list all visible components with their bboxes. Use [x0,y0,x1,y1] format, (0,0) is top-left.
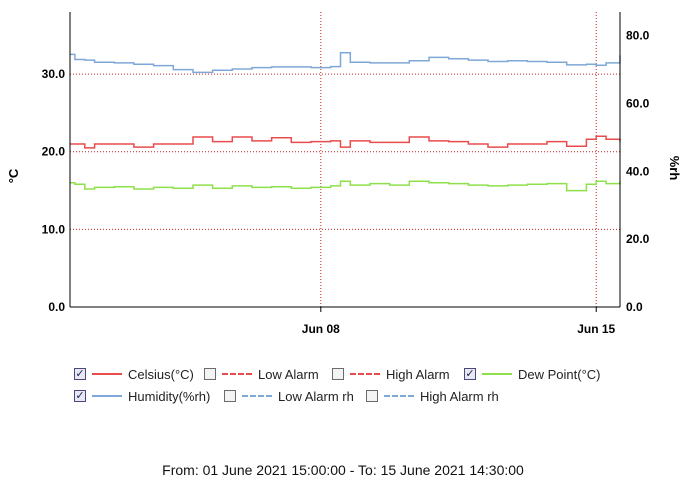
series-line-humidity-rh [70,51,621,74]
date-range-footer: From: 01 June 2021 15:00:00 - To: 15 Jun… [162,462,524,478]
legend-row-1: ✓ Celsius(°C) Low Alarm High Alarm ✓ Dew… [72,364,632,386]
legend-item-high-alarm[interactable]: High Alarm [332,364,450,384]
grid-layer [70,12,620,307]
y-tick-label: 20.0 [42,145,66,159]
series-line-celsius-c [70,135,621,149]
celsius-line-swatch [92,373,122,375]
legend-item-low-alarm-rh[interactable]: Low Alarm rh [224,386,354,406]
legend-item-celsius[interactable]: ✓ Celsius(°C) [74,364,194,384]
y2-axis-title: %rh [667,156,682,181]
check-mark-icon: ✓ [75,368,85,380]
legend-label: High Alarm [386,366,450,382]
check-mark-icon: ✓ [75,390,85,402]
x-tick-label: Jun 15 [577,322,615,336]
check-mark-icon: ✓ [465,368,475,380]
x-tick-label: Jun 08 [302,322,340,336]
humidity-line-swatch [92,395,122,397]
legend-label: Humidity(%rh) [128,388,211,404]
legend-label: High Alarm rh [420,388,499,404]
series-layer [70,51,621,192]
high-alarm-line-swatch [350,373,380,375]
dew-point-line-swatch [482,373,512,375]
y-tick-label: 0.0 [48,300,65,314]
high-alarm-rh-line-swatch [384,395,414,397]
legend-label: Low Alarm rh [278,388,354,404]
celsius-checkbox[interactable]: ✓ [74,368,86,380]
y2-tick-label: 80.0 [626,29,650,43]
dew-point-checkbox[interactable]: ✓ [464,368,476,380]
low-alarm-line-swatch [222,373,252,375]
legend-item-high-alarm-rh[interactable]: High Alarm rh [366,386,499,406]
series-line-dew-point-c [70,180,621,192]
tick-labels: 0.0 10.0 20.0 30.0 0.0 20.0 40.0 60.0 80.0 Jun 08… [42,29,650,336]
legend-item-dew-point[interactable]: ✓ Dew Point(°C) [464,364,601,384]
legend-label: Low Alarm [258,366,319,382]
y2-tick-label: 0.0 [626,300,643,314]
legend-label: Dew Point(°C) [518,366,601,382]
low-alarm-rh-checkbox[interactable] [224,390,236,402]
low-alarm-rh-line-swatch [242,395,272,397]
high-alarm-checkbox[interactable] [332,368,344,380]
legend-item-low-alarm[interactable]: Low Alarm [204,364,319,384]
y2-tick-label: 60.0 [626,97,650,111]
low-alarm-checkbox[interactable] [204,368,216,380]
high-alarm-rh-checkbox[interactable] [366,390,378,402]
y2-tick-label: 20.0 [626,232,650,246]
y2-tick-label: 40.0 [626,164,650,178]
legend-row-2: ✓ Humidity(%rh) Low Alarm rh High Alarm … [72,386,632,408]
y-tick-label: 10.0 [42,222,66,236]
legend-item-humidity[interactable]: ✓ Humidity(%rh) [74,386,210,406]
legend: ✓ Celsius(°C) Low Alarm High Alarm ✓ Dew… [72,364,632,408]
y-tick-label: 30.0 [42,67,66,81]
humidity-checkbox[interactable]: ✓ [74,390,86,402]
chart: 0.0 10.0 20.0 30.0 0.0 20.0 40.0 60.0 80.0 Jun 08… [6,12,682,336]
axes-layer [69,12,621,312]
y-axis-title: °C [6,168,21,183]
legend-label: Celsius(°C) [128,366,194,382]
